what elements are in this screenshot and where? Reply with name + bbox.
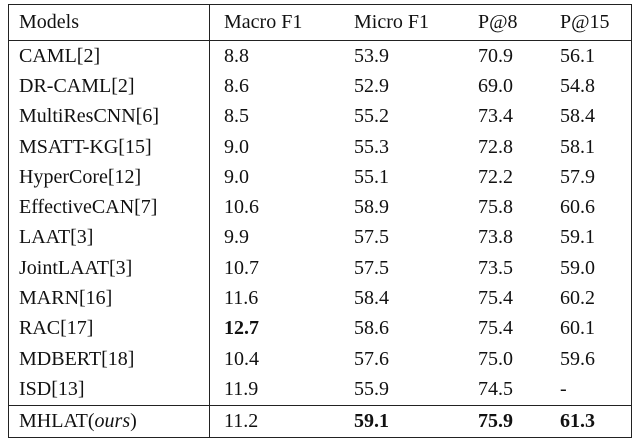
cell: 9.0	[224, 165, 249, 188]
cell: 57.9	[560, 165, 595, 188]
cell: 8.6	[224, 74, 249, 97]
cell: 54.8	[560, 74, 595, 97]
cell: MARN[16]	[8, 283, 210, 314]
cell: DR-CAML[2]	[8, 71, 210, 102]
model-name-part: ours	[94, 409, 131, 432]
cell: 59.1	[560, 226, 595, 249]
cell: LAAT[3]	[8, 222, 210, 254]
cell: 58.4	[354, 287, 389, 310]
data-row: EffectiveCAN[7] 10.6 58.9 75.8 60.6	[8, 192, 632, 223]
cell: 60.6	[560, 196, 595, 219]
cell: 60.2	[560, 287, 595, 310]
cell: 57.6	[354, 347, 389, 370]
cell: 72.8	[478, 135, 513, 158]
cell: 11.2	[209, 404, 344, 438]
cell: 8.5	[224, 105, 249, 128]
cell: 52.9	[354, 74, 389, 97]
header-cell: Macro F1	[209, 4, 344, 41]
cell: 70.9	[478, 44, 513, 67]
cell: 59.1	[344, 404, 468, 438]
data-row: MultiResCNN[6] 8.5 55.2 73.4 58.4	[8, 101, 632, 132]
cell: 10.4	[224, 347, 259, 370]
header-cell: Models	[8, 4, 210, 41]
cell: 9.0	[224, 135, 249, 158]
cell: RAC[17]	[8, 313, 210, 344]
cell: 75.4	[478, 287, 513, 310]
data-row: RAC[17] 12.7 58.6 75.4 60.1	[8, 313, 632, 344]
cell: 73.4	[478, 105, 513, 128]
header-row: Models Macro F1 Micro F1 P@8 P@15	[8, 4, 632, 41]
cell: HyperCore[12]	[8, 162, 210, 193]
cell: 59.0	[560, 256, 595, 279]
cell: 53.9	[354, 44, 389, 67]
cell: 73.5	[478, 256, 513, 279]
cell: 57.5	[354, 226, 389, 249]
cell: JointLAAT[3]	[8, 253, 210, 284]
cell: 69.0	[478, 74, 513, 97]
data-row: ISD[13] 11.9 55.9 74.5 -	[8, 374, 632, 406]
cell: ISD[13]	[8, 374, 210, 406]
cell: 75.0	[478, 347, 513, 370]
cell: 60.1	[560, 317, 595, 340]
cell: 55.3	[354, 135, 389, 158]
cell: 10.7	[224, 256, 259, 279]
cell: MSATT-KG[15]	[8, 131, 210, 163]
cell: -	[560, 377, 567, 400]
data-row: MSATT-KG[15] 9.0 55.3 72.8 58.1	[8, 131, 632, 163]
data-row: CAML[2] 8.8 53.9 70.9 56.1	[8, 40, 632, 72]
cell: 61.3	[550, 404, 632, 438]
cell: 11.9	[224, 377, 259, 400]
cell: 57.5	[354, 256, 389, 279]
cell: 8.8	[224, 44, 249, 67]
cell: 58.4	[560, 105, 595, 128]
data-row: DR-CAML[2] 8.6 52.9 69.0 54.8	[8, 71, 632, 102]
model-name-part: MHLAT(	[19, 409, 95, 432]
cell: 11.6	[224, 287, 259, 310]
cell: CAML[2]	[8, 40, 210, 72]
model-name-part: )	[130, 409, 137, 432]
cell: 55.2	[354, 105, 389, 128]
cell: 58.9	[354, 196, 389, 219]
header-cell: P@15	[550, 4, 632, 41]
cell: 55.1	[354, 165, 389, 188]
data-row: MDBERT[18] 10.4 57.6 75.0 59.6	[8, 343, 632, 375]
cell: MultiResCNN[6]	[8, 101, 210, 132]
cell: 72.2	[478, 165, 513, 188]
cell: 12.7	[224, 317, 259, 340]
cell: 58.6	[354, 317, 389, 340]
data-row: MARN[16] 11.6 58.4 75.4 60.2	[8, 283, 632, 314]
cell: 73.8	[478, 226, 513, 249]
cell: 74.5	[478, 377, 513, 400]
results-table: Models Macro F1 Micro F1 P@8 P@15 CAML[2] 8.8 5…	[8, 4, 632, 438]
ours-row: MHLAT(ours) 11.2 59.1 75.9 61.3	[8, 404, 632, 438]
cell: 10.6	[224, 196, 259, 219]
cell: 9.9	[224, 226, 249, 249]
data-row: LAAT[3] 9.9 57.5 73.8 59.1	[8, 222, 632, 254]
cell: 75.8	[478, 196, 513, 219]
data-row: HyperCore[12] 9.0 55.1 72.2 57.9	[8, 162, 632, 193]
cell: MDBERT[18]	[8, 343, 210, 375]
cell: EffectiveCAN[7]	[8, 192, 210, 223]
cell: 59.6	[560, 347, 595, 370]
cell: 55.9	[354, 377, 389, 400]
model-cell: MHLAT(ours)	[8, 404, 210, 438]
cell: 56.1	[560, 44, 595, 67]
cell: 75.4	[478, 317, 513, 340]
header-cell: Micro F1	[344, 4, 468, 41]
data-row: JointLAAT[3] 10.7 57.5 73.5 59.0	[8, 253, 632, 284]
cell: 75.9	[468, 404, 550, 438]
cell: 58.1	[560, 135, 595, 158]
header-cell: P@8	[468, 4, 550, 41]
